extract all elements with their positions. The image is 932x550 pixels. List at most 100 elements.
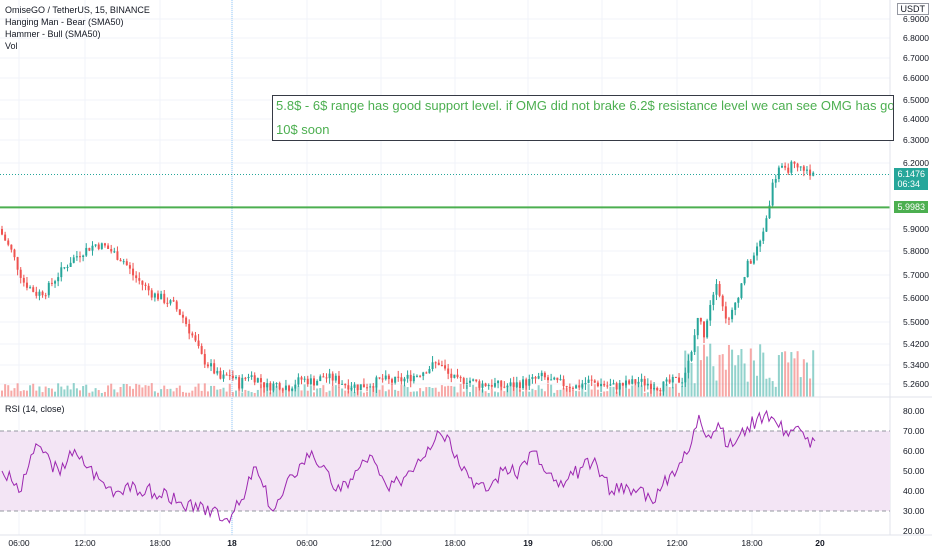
volume-bar — [369, 388, 372, 397]
volume-bar — [465, 384, 468, 397]
candle-body — [88, 247, 91, 251]
candle-body — [47, 282, 50, 296]
candle-body — [328, 373, 331, 379]
candle-body — [197, 340, 200, 347]
candle-body — [762, 231, 765, 241]
candle-body — [334, 375, 337, 381]
volume-bar — [762, 352, 765, 397]
volume-bar — [428, 386, 431, 397]
candle-body — [777, 167, 780, 180]
candle-body — [565, 386, 568, 388]
candle-body — [175, 301, 178, 310]
candle-body — [138, 278, 141, 281]
candle-body — [325, 377, 328, 379]
candle-body — [50, 282, 53, 284]
volume-bar — [107, 385, 110, 397]
y-tick-label: 6.3000 — [903, 135, 929, 145]
volume-bar — [178, 385, 181, 397]
volume-bar — [200, 390, 203, 397]
volume-bar — [213, 385, 216, 397]
candle-body — [97, 244, 100, 249]
candle-body — [387, 375, 390, 380]
volume-bar — [696, 346, 699, 397]
volume-bar — [19, 391, 22, 397]
volume-bar — [706, 356, 709, 397]
candle-body — [703, 321, 705, 338]
volume-bar — [328, 390, 331, 397]
candle-body — [469, 380, 471, 383]
volume-bar — [637, 383, 640, 397]
candle-body — [556, 377, 559, 381]
volume-bar — [640, 385, 643, 397]
volume-bar — [802, 359, 805, 397]
volume-bar — [57, 383, 60, 397]
volume-bars — [1, 343, 815, 397]
candle-body — [456, 374, 459, 378]
y-tick-label: 5.4200 — [903, 339, 929, 349]
volume-bar — [169, 388, 172, 397]
y-tick-label: 6.8000 — [903, 33, 929, 43]
candle-body — [319, 376, 322, 382]
candle-body — [743, 277, 746, 284]
volume-bar — [781, 352, 783, 397]
candle-body — [615, 383, 618, 390]
candle-body — [203, 353, 206, 365]
candle-body — [534, 377, 537, 379]
volume-bar — [812, 350, 815, 397]
candle-body — [746, 260, 749, 278]
candle-body — [288, 385, 291, 391]
rsi-legend[interactable]: RSI (14, close) — [5, 404, 65, 414]
x-tick-label: 19 — [523, 538, 533, 548]
x-tick-label: 12:00 — [370, 538, 392, 548]
indicator-volume[interactable]: Vol — [5, 41, 18, 51]
volume-bar — [469, 392, 471, 397]
candle-body — [740, 283, 743, 298]
candle-body — [506, 385, 509, 388]
candle-body — [4, 234, 7, 241]
candle-body — [284, 385, 287, 390]
volume-bar — [210, 385, 213, 397]
candle-body — [69, 262, 72, 267]
candle-body — [727, 318, 730, 320]
y-tick-label: 6.9000 — [903, 14, 929, 24]
volume-bar — [359, 391, 362, 397]
candle-body — [671, 376, 674, 383]
candle-body — [35, 291, 38, 296]
volume-bar — [63, 389, 66, 397]
candle-body — [668, 379, 671, 383]
candle-body — [91, 245, 94, 251]
volume-bar — [509, 385, 512, 397]
currency-label[interactable]: USDT — [896, 3, 929, 15]
indicator-hanging-man[interactable]: Hanging Man - Bear (SMA50) — [5, 17, 124, 27]
volume-bar — [366, 391, 369, 397]
candle-body — [359, 384, 362, 391]
volume-bar — [25, 390, 28, 397]
volume-bar — [256, 389, 259, 397]
volume-bar — [419, 388, 422, 397]
candle-body — [550, 379, 553, 381]
candle-body — [94, 244, 97, 246]
volume-bar — [743, 363, 746, 397]
candle-body — [181, 314, 184, 318]
indicator-hammer[interactable]: Hammer - Bull (SMA50) — [5, 29, 101, 39]
y-tick-label: 5.3400 — [903, 360, 929, 370]
candle-body — [241, 377, 244, 389]
text-annotation[interactable]: 5.8$ - 6$ range has good support level. … — [272, 95, 894, 141]
volume-bar — [250, 392, 253, 397]
volume-bar — [247, 390, 250, 397]
volume-bar — [756, 375, 759, 397]
volume-bar — [799, 377, 802, 397]
candle-body — [391, 379, 393, 383]
volume-bar — [337, 387, 340, 397]
volume-bar — [203, 383, 206, 397]
volume-bar — [737, 355, 740, 397]
volume-bar — [219, 389, 222, 397]
candle-body — [578, 385, 581, 388]
symbol-title[interactable]: OmiseGO / TetherUS, 15, BINANCE — [5, 5, 150, 15]
volume-bar — [678, 392, 681, 397]
volume-bar — [172, 391, 175, 397]
candle-body — [665, 379, 668, 382]
volume-bar — [497, 392, 500, 397]
